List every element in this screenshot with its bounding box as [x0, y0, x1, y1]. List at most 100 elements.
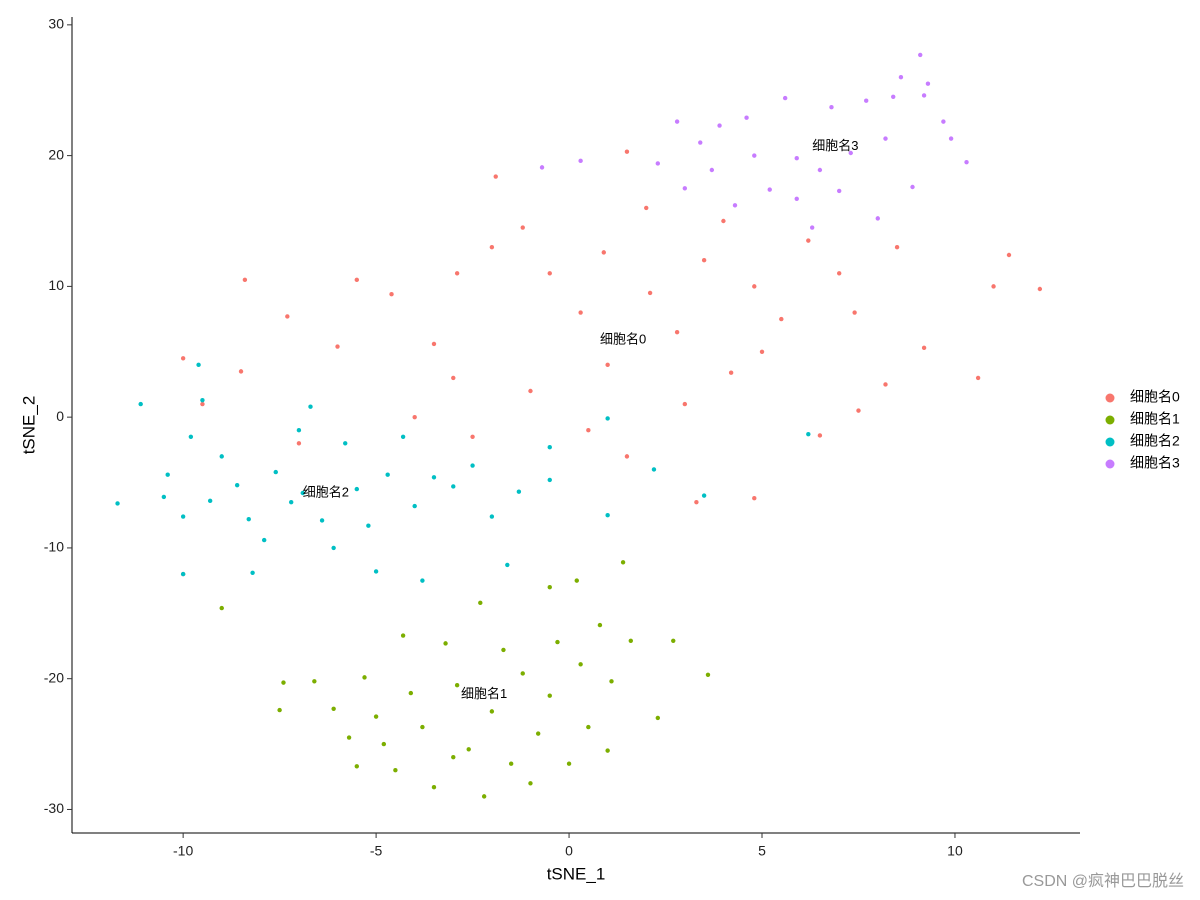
point: [991, 284, 996, 289]
point: [975, 375, 981, 381]
point: [779, 316, 784, 322]
point: [586, 724, 591, 730]
point: [451, 375, 456, 381]
point: [180, 571, 186, 577]
cluster-label: 细胞名2: [303, 484, 349, 499]
point: [701, 258, 707, 263]
point: [671, 638, 676, 643]
point: [451, 484, 456, 489]
point: [547, 445, 552, 450]
point: [489, 244, 495, 250]
point: [516, 489, 522, 494]
point: [300, 490, 305, 496]
x-tick-label: 0: [565, 843, 573, 859]
point: [752, 284, 757, 289]
point: [794, 196, 799, 201]
point: [709, 167, 715, 173]
point: [535, 731, 541, 736]
point: [717, 123, 722, 128]
point: [705, 672, 711, 677]
point: [115, 501, 120, 506]
point: [647, 290, 653, 296]
point: [701, 493, 707, 498]
point: [246, 516, 251, 522]
x-axis-title: tSNE_1: [547, 864, 606, 883]
point: [335, 344, 340, 349]
point: [431, 785, 437, 790]
point: [651, 467, 657, 472]
point: [451, 754, 456, 760]
point: [288, 499, 294, 505]
point: [921, 93, 927, 98]
point: [1037, 286, 1043, 292]
point: [373, 569, 379, 574]
point: [806, 431, 811, 437]
point: [744, 115, 749, 120]
point: [728, 370, 734, 375]
point: [836, 271, 842, 276]
legend-marker: [1105, 437, 1115, 447]
point: [767, 187, 772, 192]
point: [138, 401, 143, 407]
point: [381, 741, 387, 747]
point: [420, 724, 425, 730]
point: [1006, 252, 1012, 258]
point: [354, 764, 360, 769]
point: [809, 225, 815, 230]
point: [400, 434, 406, 439]
point: [694, 499, 699, 505]
point: [578, 662, 583, 667]
point: [620, 560, 626, 565]
point: [609, 679, 614, 684]
point: [941, 119, 946, 124]
point: [721, 218, 726, 224]
point: [644, 205, 649, 211]
point: [891, 94, 896, 99]
point: [489, 514, 495, 519]
point: [319, 518, 325, 523]
point: [273, 469, 278, 475]
point: [161, 494, 167, 500]
point: [238, 369, 244, 374]
point: [207, 498, 213, 504]
y-tick-label: 0: [56, 408, 64, 424]
legend-label: 细胞名0: [1130, 389, 1180, 405]
point: [836, 188, 842, 194]
point: [674, 329, 680, 335]
cluster-label: 细胞名0: [600, 331, 646, 346]
point: [520, 671, 525, 676]
point: [331, 706, 336, 711]
point: [470, 463, 475, 468]
point: [829, 105, 834, 110]
point: [261, 537, 267, 543]
point: [385, 472, 390, 477]
point: [466, 747, 471, 752]
y-axis-title: tSNE_2: [19, 396, 38, 455]
point: [910, 184, 915, 190]
y-tick-label: 10: [48, 277, 64, 293]
point: [605, 748, 610, 753]
point: [555, 639, 560, 645]
y-tick-label: -10: [44, 539, 64, 555]
point: [188, 434, 194, 439]
point: [601, 250, 606, 255]
legend-label: 细胞名2: [1130, 433, 1180, 449]
point: [508, 761, 514, 766]
point: [454, 271, 460, 276]
point: [848, 150, 853, 156]
point: [242, 277, 248, 283]
point: [331, 545, 336, 551]
point: [180, 514, 186, 519]
point: [682, 186, 688, 191]
point: [883, 136, 888, 141]
point: [343, 441, 348, 446]
point: [219, 454, 224, 459]
point: [528, 781, 533, 786]
point: [698, 140, 703, 145]
point: [478, 600, 483, 606]
point: [200, 397, 205, 403]
point: [547, 584, 552, 590]
point: [806, 238, 811, 243]
point: [362, 675, 367, 680]
